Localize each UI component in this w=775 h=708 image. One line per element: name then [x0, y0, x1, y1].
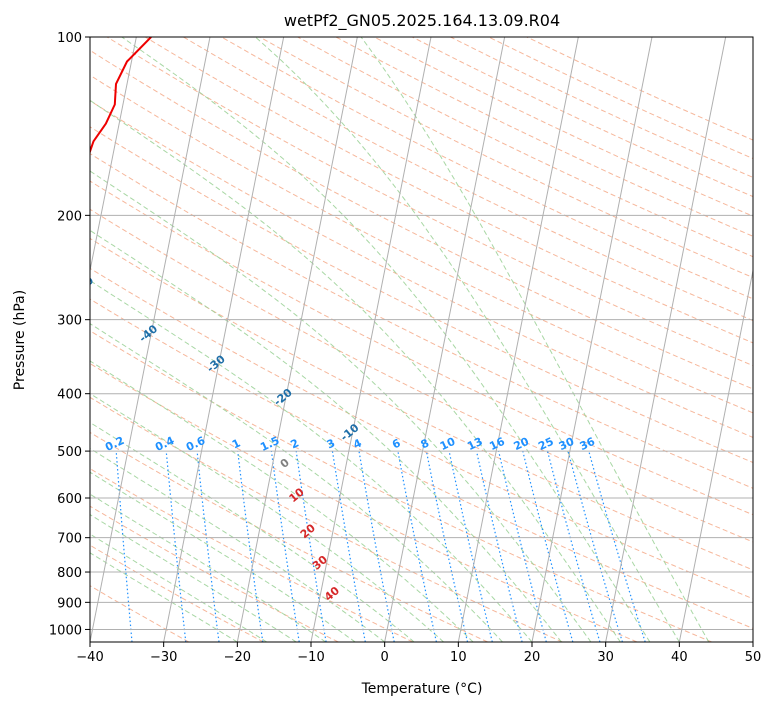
y-tick-label: 700 — [57, 532, 82, 547]
y-axis-label: Pressure (hPa) — [12, 290, 28, 390]
isotherm-line — [310, 37, 432, 642]
moist-adiabat — [90, 552, 238, 642]
moist-adiabats — [90, 37, 710, 642]
x-tick-label: −10 — [297, 650, 324, 665]
dry-adiabat — [90, 396, 563, 642]
dry-adiabat — [90, 180, 753, 516]
mixing-ratio-line — [397, 450, 437, 642]
moist-adiabat — [121, 37, 651, 642]
mixing-ratio-line — [331, 451, 366, 642]
mixing-ratio-label: 10 — [438, 435, 458, 453]
x-tick-label: −30 — [150, 650, 177, 665]
isotherm-line — [90, 37, 211, 642]
mixing-ratio-label: 13 — [465, 435, 484, 453]
dry-adiabat — [183, 37, 753, 322]
mixing-ratio-label: 36 — [578, 435, 598, 453]
isotherm-line — [531, 37, 653, 642]
mixing-ratio-line — [358, 450, 395, 642]
moist-adiabat — [90, 533, 268, 642]
isotherm-line — [90, 37, 137, 274]
mixing-ratio-line — [475, 450, 523, 642]
isotherm-line — [236, 37, 358, 642]
isotherm-line — [163, 37, 285, 642]
plot-frame — [89, 36, 754, 643]
moist-adiabat — [90, 99, 621, 642]
mixing-ratio-line — [567, 450, 623, 642]
isotherm-label: -50 — [73, 274, 97, 297]
moist-adiabat — [90, 170, 592, 642]
dry-adiabat — [90, 100, 753, 438]
moist-adiabat — [90, 493, 326, 642]
x-tick-label: −20 — [224, 650, 251, 665]
x-tick-label: 40 — [671, 650, 688, 665]
y-tick-label: 300 — [57, 314, 82, 329]
isotherms — [90, 37, 753, 642]
moist-adiabat — [90, 229, 562, 642]
mixing-ratio-label: 30 — [557, 435, 577, 453]
moist-adiabat — [90, 280, 533, 642]
x-tick-label: 30 — [597, 650, 614, 665]
dry-adiabat — [144, 37, 753, 344]
y-tick-label: 800 — [57, 566, 82, 581]
dry-adiabat — [90, 505, 339, 642]
mixing-ratio-label: 16 — [487, 435, 507, 453]
moist-adiabat — [90, 421, 415, 642]
mixing-ratio-line — [425, 450, 469, 642]
isotherm-line — [678, 268, 753, 642]
axes: −40 −30 −20 −10 0 10 20 30 40 50 100 200 300 400 500 60… — [49, 31, 761, 665]
y-tick-label: 200 — [57, 209, 82, 224]
x-tick-label: 50 — [745, 650, 762, 665]
dry-adiabat — [90, 431, 488, 642]
moist-adiabat — [90, 471, 356, 642]
dry-adiabat — [90, 362, 638, 642]
y-tick-label: 100 — [57, 31, 82, 46]
moist-adiabat — [90, 360, 474, 642]
x-tick-label: 0 — [381, 650, 389, 665]
pressure-grid — [90, 37, 753, 630]
mixing-ratio-line — [448, 450, 493, 642]
dry-adiabat — [90, 126, 753, 464]
moist-adiabat — [255, 37, 680, 642]
x-tick-label: −40 — [76, 650, 103, 665]
mixing-ratio-label: 25 — [536, 435, 555, 453]
x-tick-label: 20 — [524, 650, 541, 665]
isotherm-line — [457, 37, 579, 642]
moist-adiabat — [90, 392, 444, 642]
moist-adiabat — [360, 37, 710, 642]
mixing-ratio-line — [588, 450, 646, 642]
dry-adiabat — [90, 330, 712, 642]
dry-adiabat — [90, 544, 264, 642]
mixing-ratio-label: 20 — [512, 435, 532, 453]
dry-adiabat — [90, 267, 753, 600]
x-tick-label: 10 — [450, 650, 467, 665]
y-tick-label: 1000 — [49, 623, 82, 638]
moist-adiabat — [90, 323, 503, 642]
y-tick-label: 600 — [57, 492, 82, 507]
x-axis-label: Temperature (°C) — [361, 681, 483, 697]
dry-adiabat — [221, 37, 753, 300]
dry-adiabat — [90, 152, 753, 489]
y-tick-label: 900 — [57, 596, 82, 611]
y-tick-label: 400 — [57, 388, 82, 403]
isotherm-line — [384, 37, 506, 642]
isotherm-line — [605, 37, 727, 642]
mixing-ratio-lines — [115, 450, 646, 642]
y-tick-label: 500 — [57, 445, 82, 460]
chart-title: wetPf2_GN05.2025.164.13.09.R04 — [284, 11, 560, 31]
